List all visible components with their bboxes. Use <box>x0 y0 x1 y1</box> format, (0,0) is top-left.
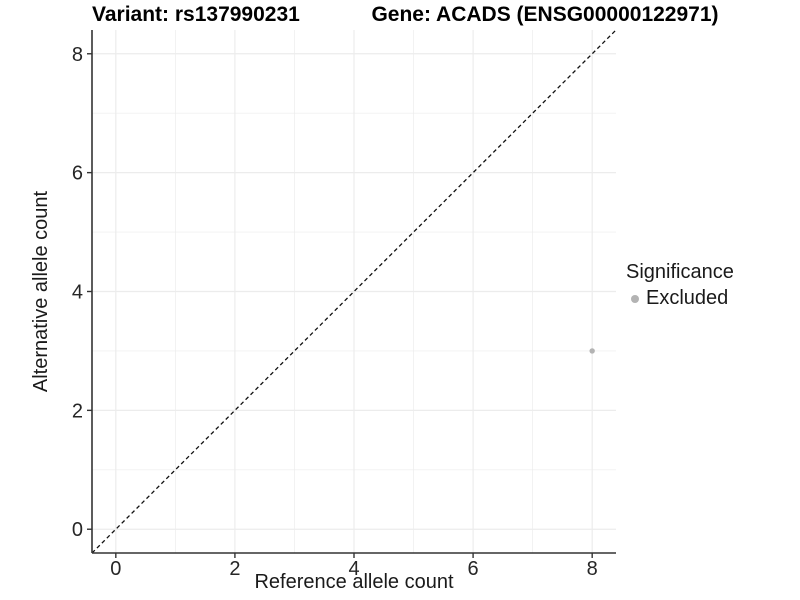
x-tick-label: 0 <box>110 558 121 580</box>
y-tick-label: 4 <box>72 282 83 304</box>
x-tick-label: 4 <box>348 558 359 580</box>
legend-title: Significance <box>626 261 734 283</box>
legend-entry: Excluded <box>626 287 734 310</box>
x-axis-title: Reference allele count <box>254 571 454 593</box>
y-tick-label: 8 <box>72 44 83 66</box>
legend-key-dot-icon <box>631 294 639 303</box>
x-tick-label: 2 <box>229 558 240 580</box>
variant-title: Variant: rs137990231 <box>92 3 300 26</box>
identity-dashed-line <box>91 29 617 554</box>
y-tick-label: 2 <box>72 400 83 422</box>
legend: Significance Excluded <box>626 261 734 310</box>
y-tick-label: 6 <box>72 163 83 185</box>
legend-entry-label: Excluded <box>646 287 729 309</box>
x-tick-label: 6 <box>468 558 479 580</box>
gene-title: Gene: ACADS (ENSG00000122971) <box>371 3 719 26</box>
y-axis-title: Alternative allele count <box>30 190 52 393</box>
data-point <box>589 348 595 354</box>
x-tick-label: 8 <box>587 558 598 580</box>
y-tick-label: 0 <box>72 519 83 541</box>
